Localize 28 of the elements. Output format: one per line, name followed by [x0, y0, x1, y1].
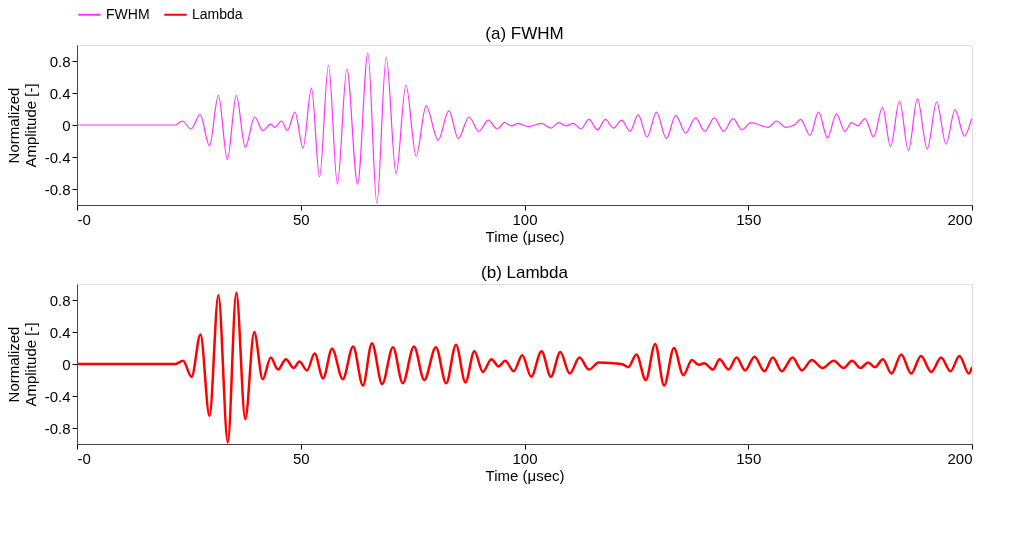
x-tick-label: 150: [736, 449, 762, 467]
y-tick-label: 0.8: [49, 291, 71, 309]
legend-label: FWHM: [106, 5, 150, 22]
x-tick-label: 50: [292, 449, 310, 467]
y-tick-label: -0.8: [44, 419, 71, 437]
y-axis-title: Normalized Amplitude [-]: [4, 83, 39, 168]
y-tick-label: -0.4: [44, 387, 71, 405]
x-tick-label: -0: [77, 210, 91, 228]
x-tick-label: 200: [947, 210, 973, 228]
legend-label: Lambda: [192, 5, 243, 22]
y-tick-label: 0.4: [49, 323, 71, 341]
x-tick-label: 50: [292, 210, 310, 228]
y-tick-label: 0.4: [49, 84, 71, 102]
x-tick-label: 100: [512, 210, 538, 228]
x-tick-label: 100: [512, 449, 538, 467]
x-axis-title: Time (μsec): [485, 466, 565, 484]
chart-title: (b) Lambda: [481, 263, 569, 282]
x-tick-label: -0: [77, 449, 91, 467]
y-tick-label: -0.8: [44, 180, 71, 198]
y-tick-label: 0.8: [49, 52, 71, 70]
y-axis-title: Normalized Amplitude [-]: [4, 322, 39, 407]
y-tick-label: 0: [62, 116, 71, 134]
x-tick-label: 150: [736, 210, 762, 228]
y-tick-label: 0: [62, 355, 71, 373]
x-tick-label: 200: [947, 449, 973, 467]
chart-title: (a) FWHM: [485, 24, 564, 43]
y-tick-label: -0.4: [44, 148, 71, 166]
x-axis-title: Time (μsec): [485, 227, 565, 245]
